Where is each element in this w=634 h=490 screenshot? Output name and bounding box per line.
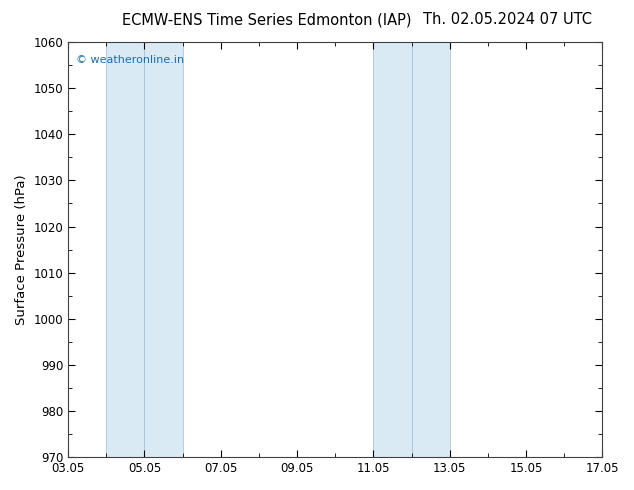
Text: © weatheronline.in: © weatheronline.in xyxy=(76,54,184,65)
Bar xyxy=(411,42,450,457)
Text: Th. 02.05.2024 07 UTC: Th. 02.05.2024 07 UTC xyxy=(423,12,592,27)
Text: ECMW-ENS Time Series Edmonton (IAP): ECMW-ENS Time Series Edmonton (IAP) xyxy=(122,12,411,27)
Bar xyxy=(107,42,145,457)
Y-axis label: Surface Pressure (hPa): Surface Pressure (hPa) xyxy=(15,174,28,325)
Bar xyxy=(145,42,183,457)
Bar xyxy=(373,42,411,457)
